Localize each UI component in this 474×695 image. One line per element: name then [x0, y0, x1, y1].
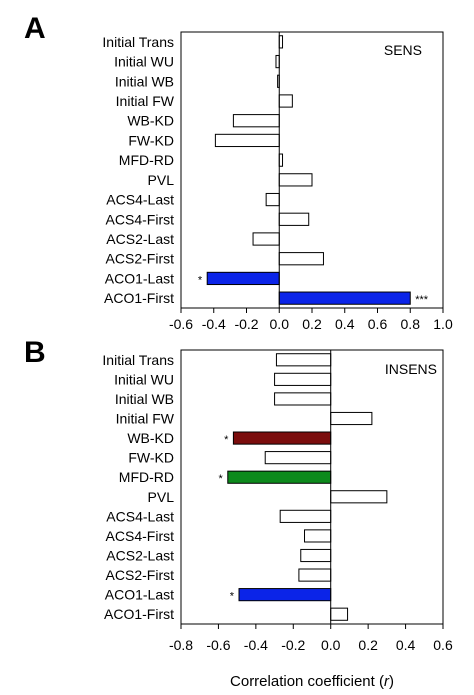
category-label: MFD-RD — [119, 152, 174, 168]
plot-frame — [180, 31, 444, 309]
x-tick-label: 0.6 — [368, 316, 388, 332]
category-label: Initial WU — [114, 371, 174, 387]
category-label: ACO1-First — [104, 290, 174, 306]
category-label: FW-KD — [128, 450, 174, 466]
x-tick-label: 0.6 — [433, 637, 453, 653]
category-label: Initial FW — [116, 411, 175, 427]
category-label: MFD-RD — [119, 469, 174, 485]
bar — [265, 192, 280, 207]
panel-letter: B — [24, 336, 46, 369]
category-label: Initial WB — [115, 73, 174, 89]
category-label: Initial Trans — [102, 352, 174, 368]
bar — [227, 470, 332, 484]
category-label: Initial WB — [115, 391, 174, 407]
significance-mark: * — [219, 473, 224, 485]
inset-label: INSENS — [385, 361, 437, 377]
bar — [238, 588, 332, 602]
category-label: ACO1-Last — [105, 587, 174, 603]
x-tick-label: 1.0 — [433, 316, 453, 332]
category-label: WB-KD — [127, 430, 174, 446]
bar — [330, 490, 388, 504]
significance-mark: * — [230, 591, 235, 603]
x-tick-label: 0.0 — [270, 316, 290, 332]
x-tick-label: 0.4 — [335, 316, 355, 332]
category-label: PVL — [148, 489, 175, 505]
bar — [279, 509, 332, 523]
category-label: ACS2-Last — [106, 548, 174, 564]
bar — [278, 252, 324, 266]
significance-mark: * — [198, 274, 203, 286]
category-label: ACS4-First — [106, 528, 175, 544]
panel-a-chart: A SENS Initial Trans Initial WU Initial WB In… — [24, 12, 453, 332]
bar — [214, 133, 280, 148]
x-tick-label: -0.2 — [281, 637, 305, 653]
category-label: ACS2-First — [106, 567, 175, 583]
bar — [330, 411, 373, 426]
x-tick-label: 0.0 — [321, 637, 341, 653]
x-tick-label: 0.2 — [358, 637, 378, 653]
category-label: FW-KD — [128, 132, 174, 148]
x-tick-label: 0.8 — [401, 316, 421, 332]
x-tick-label: -0.4 — [202, 316, 226, 332]
bar — [206, 271, 280, 286]
x-tick-label: -0.2 — [234, 316, 258, 332]
plot-frame — [180, 349, 444, 625]
category-label: WB-KD — [127, 113, 174, 129]
category-label: ACS4-Last — [106, 508, 174, 524]
category-label: ACS4-First — [106, 211, 175, 227]
x-tick-label: 0.4 — [396, 637, 416, 653]
category-label: ACS2-Last — [106, 231, 174, 247]
category-label: Initial Trans — [102, 34, 174, 50]
category-label: PVL — [148, 172, 175, 188]
bar — [304, 529, 332, 543]
x-tick-label: -0.6 — [169, 316, 193, 332]
x-tick-label: 0.2 — [302, 316, 322, 332]
bar — [278, 94, 293, 108]
bar — [274, 392, 332, 406]
x-tick-label: -0.4 — [244, 637, 268, 653]
x-axis-title: Correlation coefficient (r) — [230, 673, 394, 690]
bar — [275, 353, 332, 367]
bar — [298, 568, 332, 582]
significance-mark: * — [224, 434, 229, 446]
category-label: ACS2-First — [106, 251, 175, 267]
inset-label: SENS — [384, 42, 422, 58]
bar — [278, 173, 313, 187]
category-label: ACO1-First — [104, 606, 174, 622]
category-label: Initial WU — [114, 54, 174, 70]
significance-mark: *** — [415, 294, 429, 306]
bar — [278, 212, 310, 226]
bar — [330, 607, 349, 621]
panel-b-chart: B INSENS Initial Trans Initial WU Initial WB… — [24, 336, 453, 653]
category-label: ACS4-Last — [106, 192, 174, 208]
bar — [264, 451, 332, 465]
bar — [232, 431, 332, 445]
category-label: ACO1-Last — [105, 270, 174, 286]
category-label: Initial FW — [116, 93, 175, 109]
x-tick-label: -0.8 — [169, 637, 193, 653]
panel-letter: A — [24, 12, 46, 45]
bar — [252, 232, 280, 246]
x-tick-label: -0.6 — [206, 637, 230, 653]
bar — [232, 114, 280, 128]
bar — [300, 548, 332, 563]
bar — [278, 291, 411, 305]
bar — [274, 372, 332, 386]
